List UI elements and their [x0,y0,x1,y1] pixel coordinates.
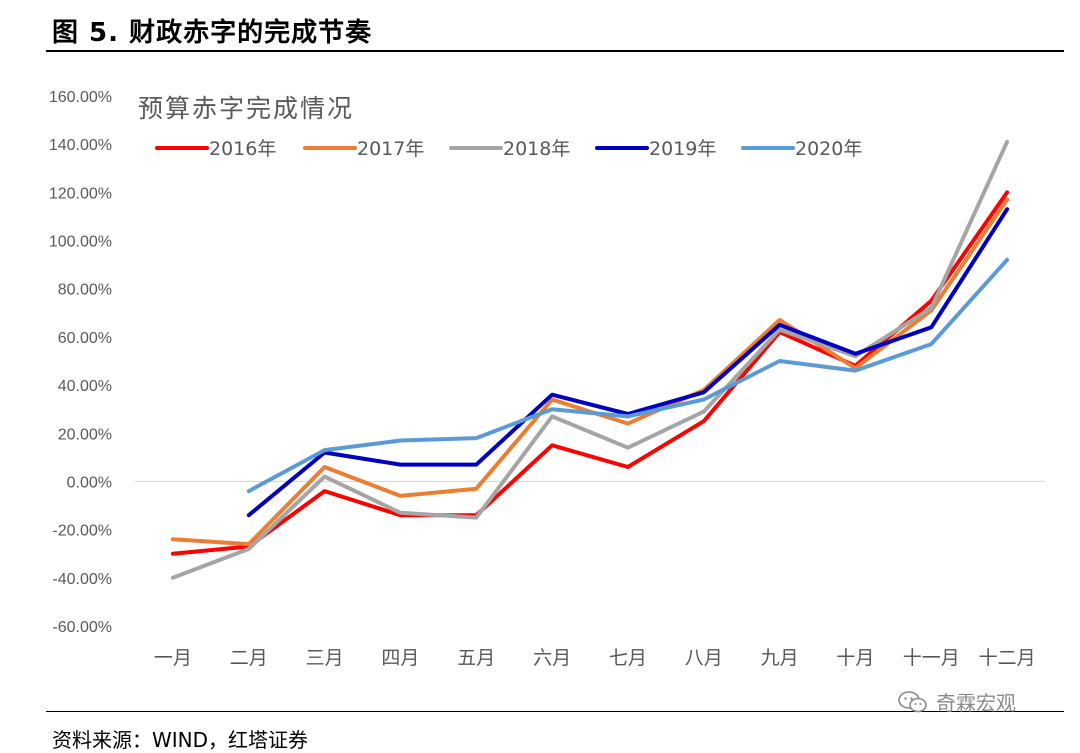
legend-label: 2017年 [357,138,424,160]
source-note: 资料来源：WIND，红塔证券 [52,728,309,752]
watermark: 奇霖宏观 [898,687,1016,716]
footer-rule [46,711,1064,712]
y-tick-label: 140.00% [49,137,112,154]
y-tick-label: 160.00% [49,89,112,106]
y-tick-label: 20.00% [58,426,112,443]
x-tick-label: 二月 [230,647,268,669]
legend-label: 2018年 [503,138,570,160]
y-tick-label: 60.00% [58,330,112,347]
chart-title: 预算赤字完成情况 [138,94,354,123]
title-rule [46,50,1064,52]
y-tick-label: 40.00% [58,378,112,395]
watermark-text: 奇霖宏观 [936,691,1016,715]
legend: 2016年 2017年 2018年 2019年 2020年 [155,138,862,160]
series-line-2019 [246,207,1010,518]
x-tick-label: 三月 [306,647,344,669]
x-tick-label: 六月 [533,647,571,669]
legend-label: 2020年 [795,138,862,160]
y-tick-label: 80.00% [58,282,112,299]
line-chart: 预算赤字完成情况 -60.00% -40.00% -20.00% 0.00% 20.00… [49,89,1045,669]
figure-title: 图 5. 财政赤字的完成节奏 [52,18,373,48]
x-tick-label: 七月 [609,647,647,669]
series-line-2017 [170,197,1010,547]
x-tick-label: 一月 [154,647,192,669]
x-tick-label: 十二月 [979,647,1036,669]
x-tick-label: 四月 [381,647,419,669]
legend-label: 2019年 [649,138,716,160]
x-tick-label: 九月 [761,647,799,669]
y-tick-label: -40.00% [52,571,112,588]
x-tick-label: 八月 [685,647,723,669]
x-axis-tick-labels: 一月 二月 三月 四月 五月 六月 七月 八月 九月 十月 十一月 十二月 [154,647,1036,669]
y-tick-label: -20.00% [52,523,112,540]
y-axis-tick-labels: -60.00% -40.00% -20.00% 0.00% 20.00% 40.00% 60… [49,89,112,636]
series-line-2016 [170,190,1010,556]
series-line-2020 [246,257,1010,494]
x-tick-label: 五月 [457,647,495,669]
legend-label: 2016年 [209,138,276,160]
y-tick-label: 0.00% [67,474,112,491]
y-tick-label: -60.00% [52,619,112,636]
wechat-icon [898,690,927,712]
y-tick-label: 100.00% [49,234,112,251]
x-tick-label: 十一月 [903,647,960,669]
x-tick-label: 十月 [836,647,874,669]
y-tick-label: 120.00% [49,185,112,202]
series-lines [170,139,1010,580]
